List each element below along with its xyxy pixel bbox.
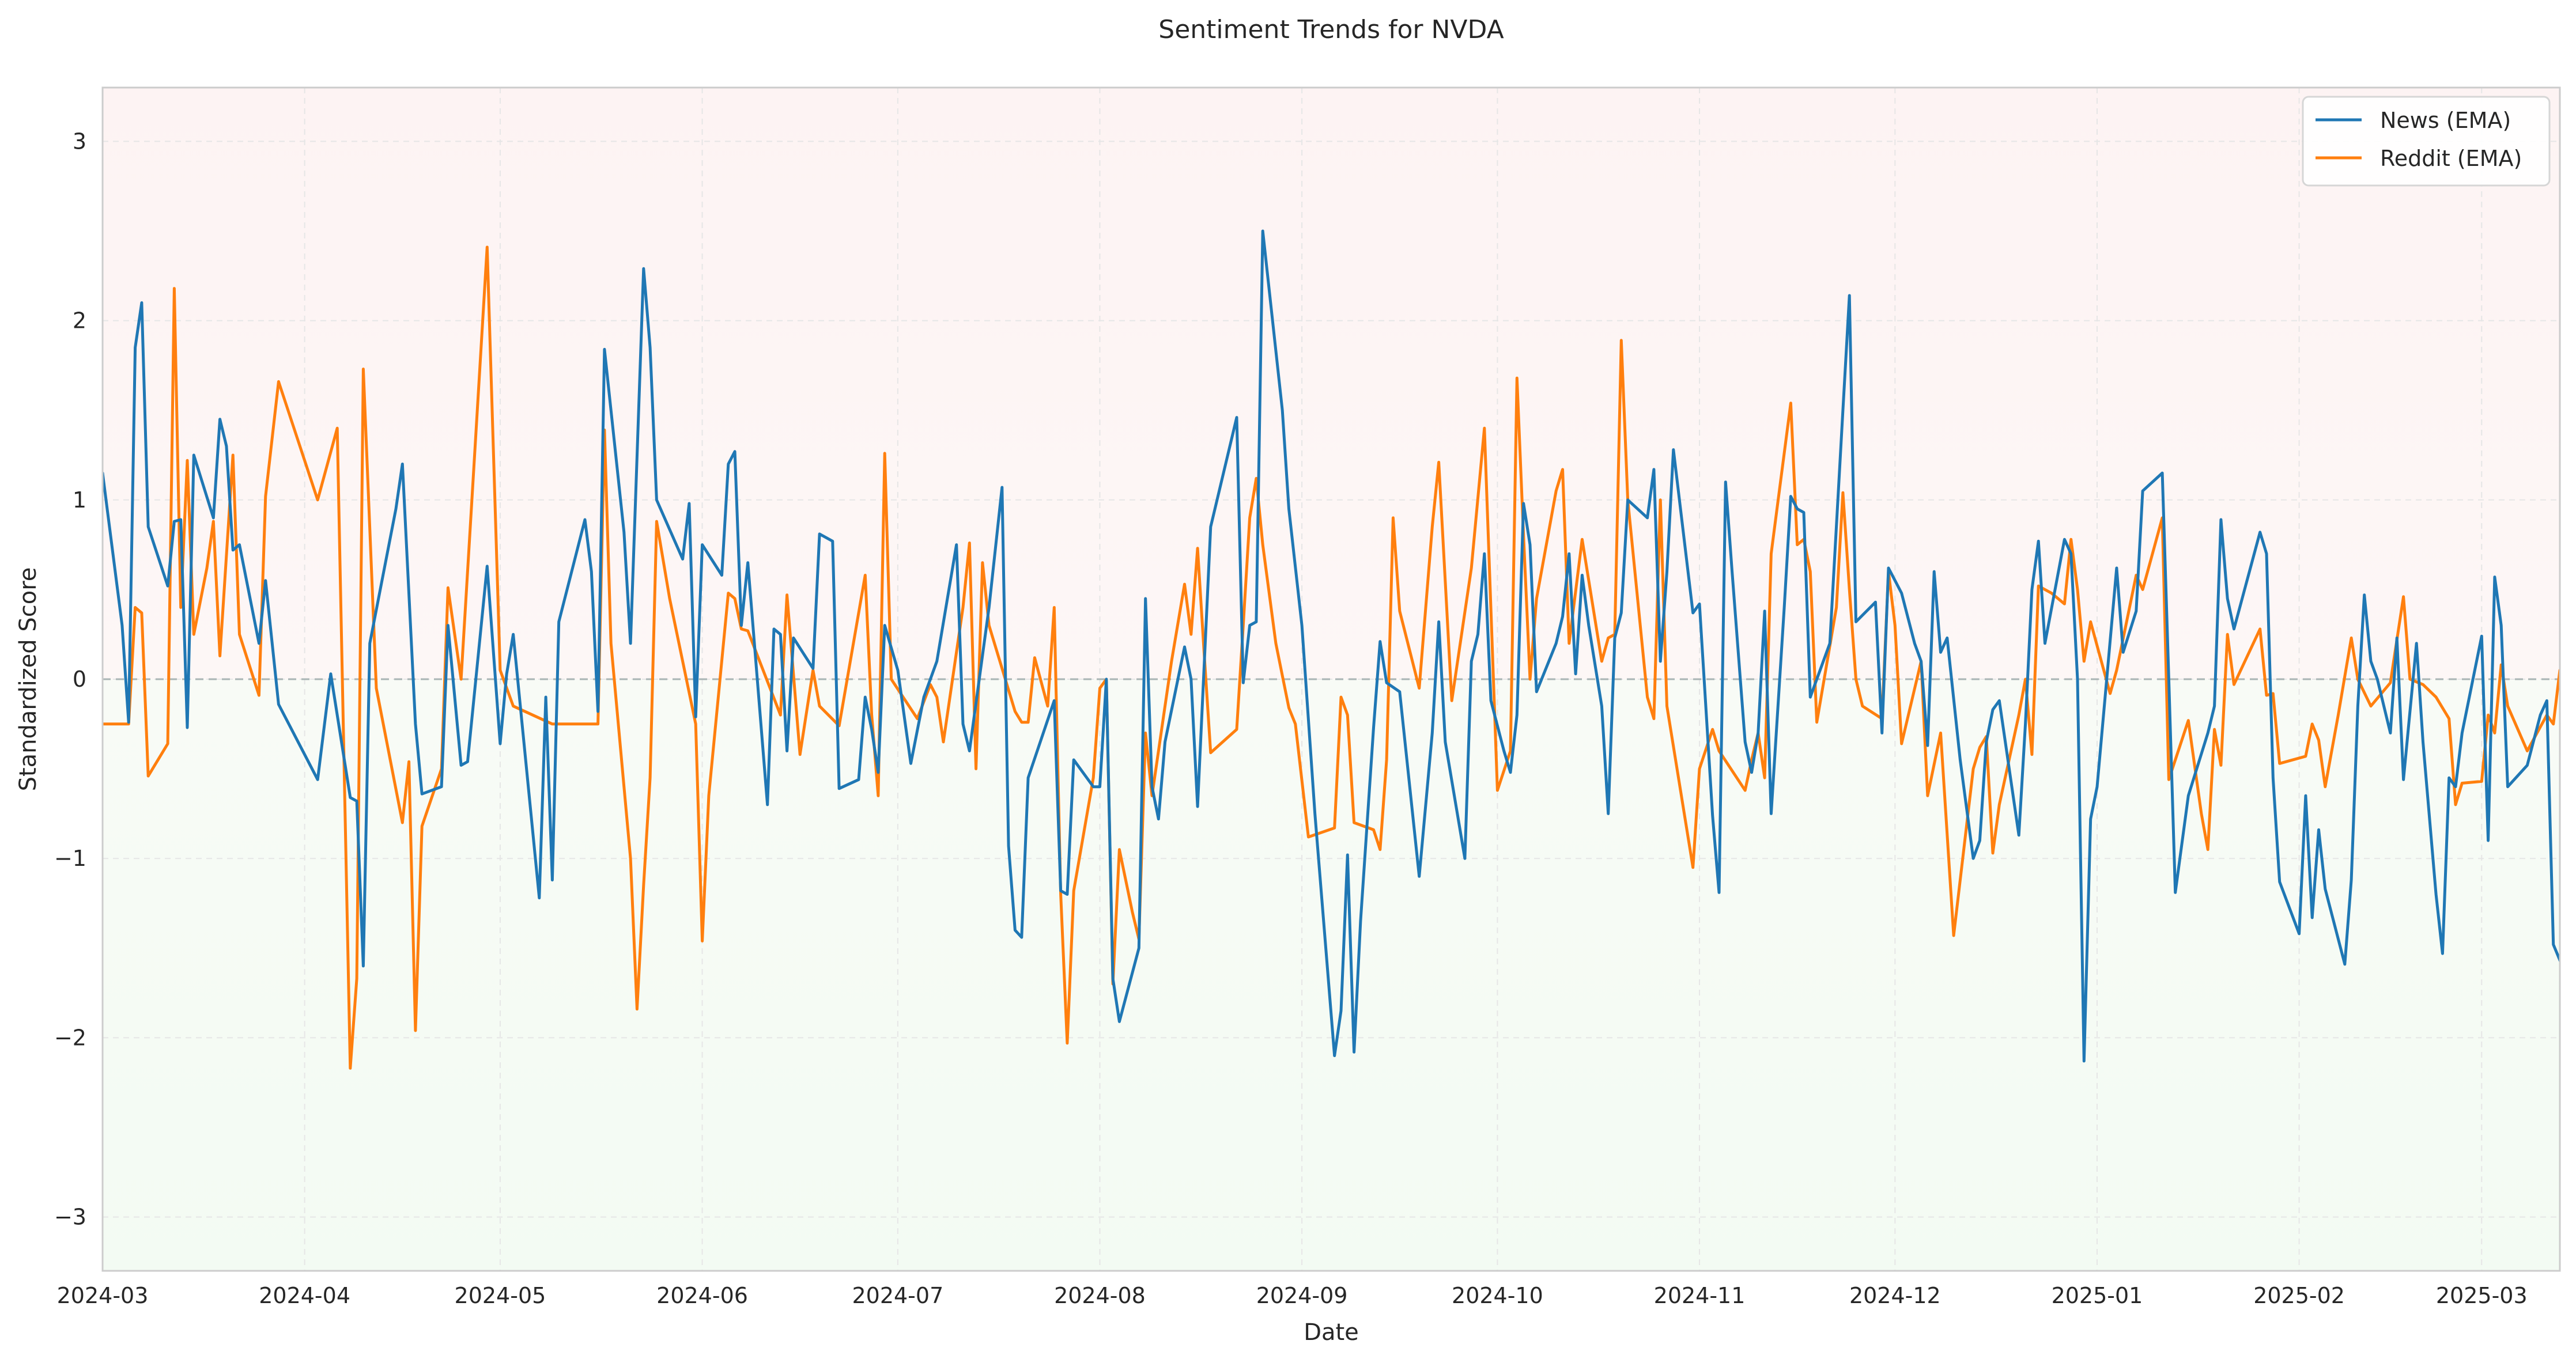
y-axis-ticks: −3 −2 −1 0 1 2 3	[54, 128, 86, 1229]
y-tick-label: 2	[73, 308, 86, 334]
series-line-news	[103, 229, 2560, 1063]
x-tick-label: 2025-01	[2052, 1283, 2143, 1308]
series-line-reddit	[103, 245, 2560, 1070]
x-tick-label: 2025-02	[2253, 1283, 2345, 1308]
x-tick-label: 2024-07	[852, 1283, 943, 1308]
x-tick-label: 2024-06	[656, 1283, 748, 1308]
y-tick-label: 3	[73, 128, 86, 154]
positive-band	[103, 88, 2560, 679]
x-tick-label: 2024-03	[57, 1283, 149, 1308]
series-lines	[103, 229, 2560, 1070]
y-tick-label: 0	[73, 667, 86, 692]
y-tick-label: −1	[54, 846, 86, 871]
y-tick-label: 1	[73, 487, 86, 513]
x-tick-label: 2024-08	[1054, 1283, 1146, 1308]
y-tick-label: −3	[54, 1205, 86, 1230]
x-tick-label: 2024-09	[1256, 1283, 1348, 1308]
x-tick-label: 2024-10	[1452, 1283, 1543, 1308]
x-tick-label: 2024-05	[455, 1283, 546, 1308]
plot-area	[101, 86, 2561, 1272]
legend-label-reddit: Reddit (EMA)	[2380, 146, 2522, 171]
plot-frame	[101, 86, 2561, 1272]
x-axis-ticks: 2024-03 2024-04 2024-05 2024-06 2024-07 2024-…	[57, 1283, 2528, 1308]
x-tick-label: 2024-12	[1849, 1283, 1941, 1308]
x-tick-label: 2024-04	[259, 1283, 350, 1308]
negative-band	[103, 679, 2560, 1271]
y-tick-label: −2	[54, 1025, 86, 1050]
legend-box	[2302, 96, 2551, 187]
y-axis-label: Standardized Score	[15, 567, 41, 792]
chart-title: Sentiment Trends for NVDA	[1158, 15, 1504, 44]
legend-label-news: News (EMA)	[2380, 108, 2511, 133]
x-tick-label: 2025-03	[2436, 1283, 2528, 1308]
x-tick-label: 2024-11	[1654, 1283, 1746, 1308]
x-axis-label: Date	[1304, 1319, 1359, 1346]
legend: News (EMA) Reddit (EMA)	[2302, 96, 2551, 187]
